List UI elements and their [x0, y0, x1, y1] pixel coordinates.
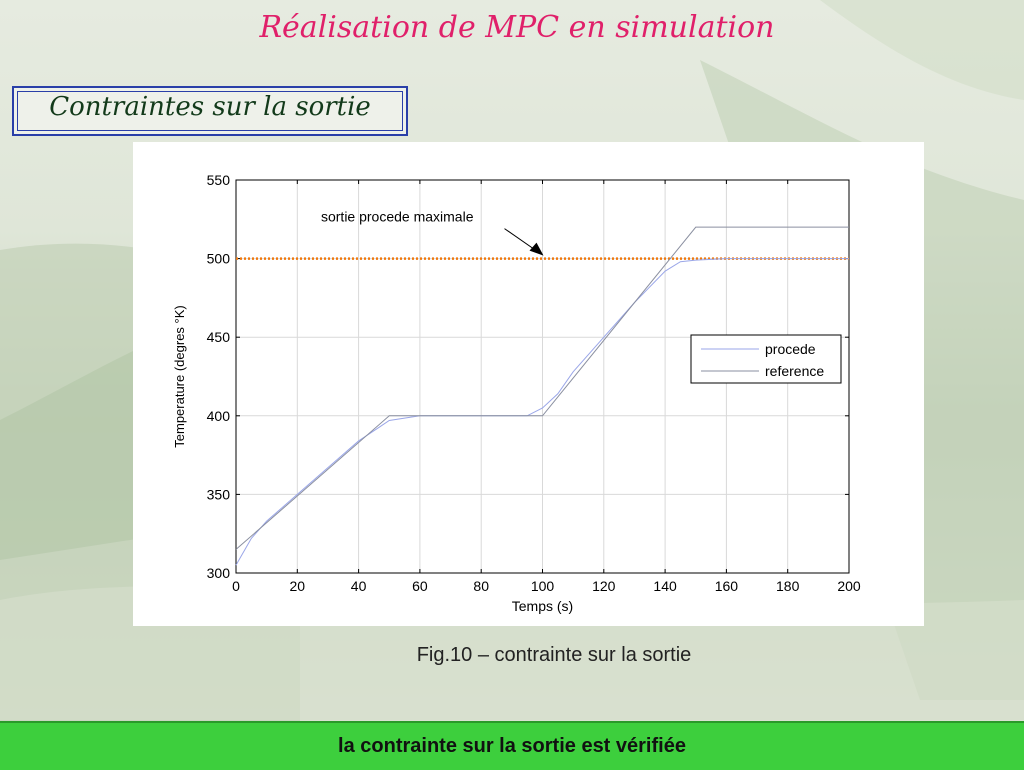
y-tick-label: 550 — [207, 172, 231, 188]
conclusion-banner: la contrainte sur la sortie est vérifiée — [0, 721, 1024, 770]
y-axis-label: Temperature (degres °K) — [172, 305, 187, 447]
annotation-label: sortie procede maximale — [321, 209, 474, 225]
legend-box — [690, 334, 842, 384]
y-tick-label: 500 — [207, 251, 231, 267]
section-heading-box: Contraintes sur la sortie — [12, 86, 408, 136]
y-tick-label: 300 — [207, 565, 231, 581]
section-heading: Contraintes sur la sortie — [49, 92, 371, 122]
x-tick-label: 0 — [232, 578, 240, 594]
x-tick-label: 60 — [412, 578, 428, 594]
x-tick-label: 40 — [351, 578, 367, 594]
y-tick-label: 450 — [207, 329, 231, 345]
x-tick-label: 200 — [837, 578, 861, 594]
series-line-reference — [235, 226, 849, 550]
x-tick-label: 20 — [290, 578, 306, 594]
x-tick-label: 80 — [473, 578, 489, 594]
temperature-chart: 0 20 40 60 80 100 120 140 160 180 200 300 350 400 450 5… — [172, 172, 861, 614]
series-line-procede — [235, 258, 849, 566]
legend-label-reference: reference — [765, 363, 824, 379]
y-tick-label: 350 — [207, 486, 231, 502]
x-tick-label: 100 — [531, 578, 555, 594]
y-tick-label: 400 — [207, 408, 231, 424]
slide-title: Réalisation de MPC en simulation — [259, 10, 775, 45]
x-tick-label: 140 — [653, 578, 677, 594]
legend-label-procede: procede — [765, 341, 816, 357]
chart-panel: 0 20 40 60 80 100 120 140 160 180 200 300 350 400 450 5… — [133, 142, 924, 626]
section-heading-inner-border — [17, 91, 403, 131]
x-axis-label: Temps (s) — [512, 598, 573, 614]
x-tick-label: 120 — [592, 578, 616, 594]
conclusion-text: la contrainte sur la sortie est vérifiée — [338, 735, 686, 757]
annotation-arrow-head — [529, 242, 544, 256]
x-tick-label: 180 — [776, 578, 800, 594]
figure-caption: Fig.10 – contrainte sur la sortie — [416, 644, 692, 666]
x-tick-label: 160 — [715, 578, 739, 594]
